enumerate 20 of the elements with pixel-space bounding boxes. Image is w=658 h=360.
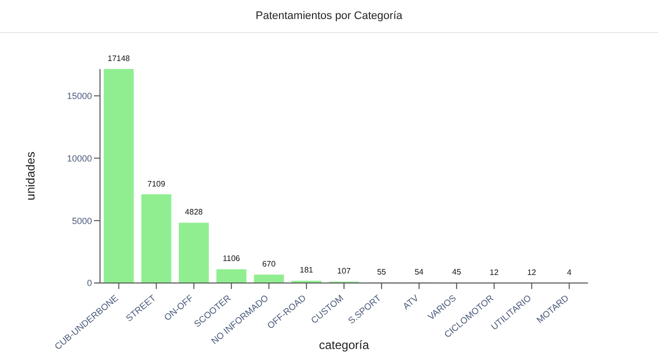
data-label: 4828 bbox=[184, 208, 204, 217]
y-axis-title: unidades bbox=[23, 152, 38, 200]
data-label: 17148 bbox=[108, 54, 130, 63]
data-label: 12 bbox=[527, 268, 537, 277]
y-tick-label: 0 bbox=[86, 278, 92, 288]
x-axis-title: categoría bbox=[318, 338, 370, 352]
data-label: 12 bbox=[490, 268, 500, 277]
chart-title: Patentamientos por Categoría bbox=[0, 0, 658, 33]
data-label: 1106 bbox=[222, 254, 241, 264]
data-label: 54 bbox=[414, 267, 424, 276]
data-label: 55 bbox=[377, 267, 387, 276]
data-label: 107 bbox=[337, 266, 352, 276]
y-tick-label: 10000 bbox=[66, 153, 92, 164]
data-label: 181 bbox=[300, 266, 314, 275]
data-label: 45 bbox=[452, 267, 462, 276]
data-label: 7109 bbox=[147, 179, 166, 188]
data-label: 670 bbox=[262, 260, 276, 269]
y-tick-label: 5000 bbox=[72, 216, 92, 226]
y-tick-label: 15000 bbox=[66, 91, 92, 101]
data-label: 4 bbox=[566, 268, 572, 277]
